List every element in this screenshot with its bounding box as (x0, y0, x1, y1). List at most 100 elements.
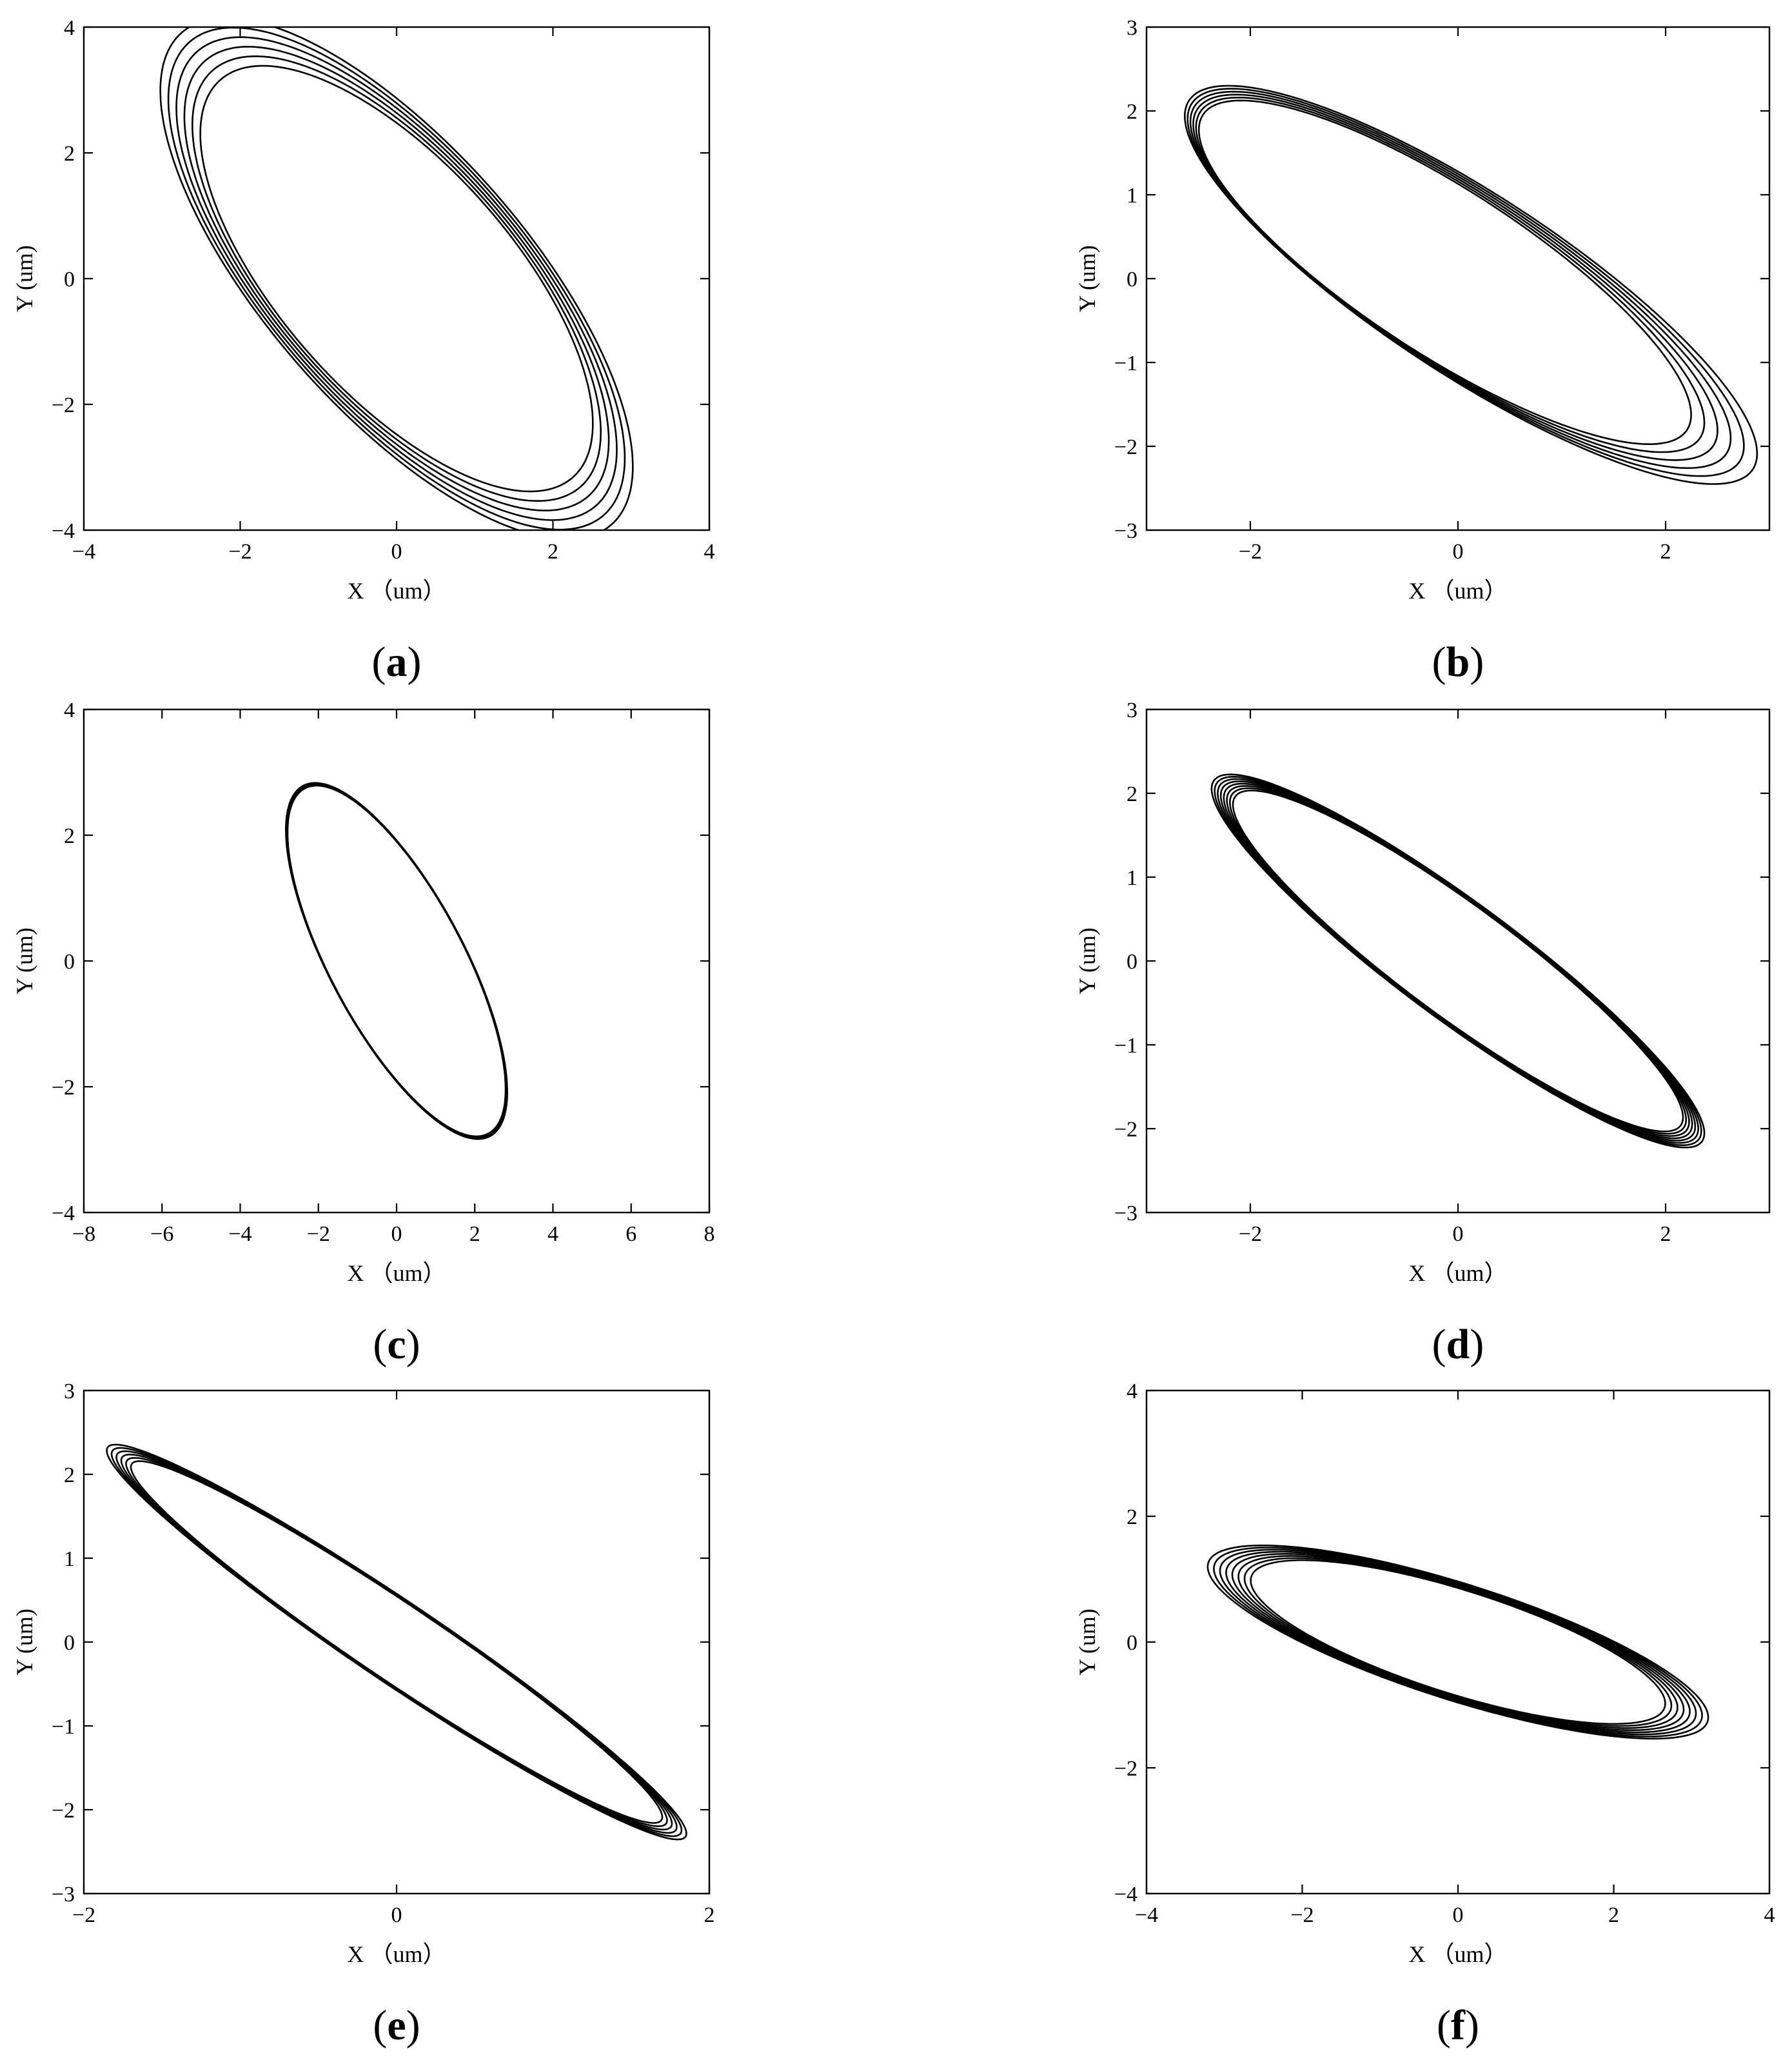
y-tick-label: −3 (52, 1883, 75, 1906)
orbit-line-e-1 (130, 1460, 664, 1824)
orbit-line-b-2 (1195, 97, 1706, 453)
panel-label: (f) (1437, 2002, 1479, 2049)
x-tick-label: 0 (1453, 1222, 1464, 1246)
plot-frame (1145, 1389, 1771, 1895)
orbit-line-f-2 (1243, 1557, 1673, 1727)
y-tick-label: 0 (1127, 950, 1137, 974)
x-tick-label: 4 (1764, 1903, 1775, 1927)
y-tick-label: −3 (1114, 1202, 1137, 1225)
chart-panel-a: −4 −2 0 2 4 −4 −2 0 2 4 X （um） Y (um) (a) (12, 16, 715, 686)
y-axis-label: Y (um) (1074, 1609, 1100, 1676)
x-tick-label: −2 (1239, 540, 1262, 564)
orbit-line-d-2 (1228, 787, 1688, 1135)
x-tick-label: 2 (1608, 1903, 1619, 1927)
y-tick-label: 0 (1127, 1631, 1137, 1655)
y-tick-label: 3 (1127, 16, 1137, 40)
orbit-line-a-6 (159, 27, 634, 530)
x-tick-label: −2 (1239, 1222, 1262, 1246)
orbit-line-f-8 (1206, 1544, 1709, 1740)
x-tick-label: 0 (391, 1222, 402, 1246)
y-tick-label: −1 (52, 1715, 75, 1739)
y-tick-label: −2 (1114, 435, 1137, 459)
y-tick-label: 1 (64, 1547, 75, 1571)
orbit-line-d-3 (1226, 785, 1690, 1137)
panel-label: (e) (373, 2002, 420, 2049)
x-axis-label: X （um） (347, 1941, 446, 1967)
orbit-line-c-1 (286, 784, 507, 1138)
x-axis-label: X （um） (347, 1260, 446, 1286)
x-tick-label: −2 (307, 1222, 330, 1246)
x-tick-label: 4 (547, 1222, 558, 1246)
y-tick-label: −4 (1114, 1883, 1137, 1906)
x-tick-label: −6 (150, 1222, 173, 1246)
orbit-line-e-3 (120, 1454, 673, 1830)
x-tick-label: −2 (228, 540, 251, 564)
chart-panel-f: −4 −2 0 2 4 −4 −2 0 2 4 X （um） Y (um) (f) (1074, 1380, 1775, 2049)
chart-panel-b: −2 0 2 −3 −2 −1 0 1 2 3 X （um） Y (um) (b) (1074, 16, 1771, 686)
x-tick-label: 2 (1660, 540, 1671, 564)
orbit-line-e-5 (110, 1447, 683, 1837)
x-tick-label: 4 (704, 540, 715, 564)
y-tick-label: 3 (1127, 698, 1137, 722)
x-tick-label: 2 (469, 1222, 480, 1246)
y-tick-label: 2 (1127, 100, 1137, 124)
y-tick-label: −2 (1114, 1118, 1137, 1142)
y-tick-label: 0 (64, 268, 75, 292)
plot-frame (1145, 26, 1771, 531)
orbit-line-f-6 (1219, 1549, 1697, 1736)
x-tick-label: −4 (72, 540, 95, 564)
x-tick-label: −8 (72, 1222, 95, 1246)
y-axis-label: Y (um) (1074, 245, 1100, 312)
orbit-line-c-2 (286, 783, 507, 1139)
y-tick-label: −3 (1114, 519, 1137, 543)
panel-label: (b) (1432, 639, 1484, 686)
y-tick-label: 4 (64, 698, 75, 722)
orbit-line-f-7 (1213, 1547, 1703, 1737)
x-tick-label: 0 (391, 1903, 402, 1927)
x-tick-label: −4 (1135, 1903, 1158, 1927)
y-tick-label: 4 (64, 16, 75, 40)
orbit-line-e-6 (106, 1443, 687, 1841)
plot-frame (83, 708, 711, 1214)
orbit-line-f-3 (1237, 1555, 1679, 1729)
y-axis-label: Y (um) (12, 1609, 37, 1676)
orbit-line-e-2 (125, 1457, 668, 1827)
x-tick-label: 0 (391, 540, 402, 564)
x-axis-label: X （um） (1408, 1941, 1507, 1967)
x-tick-label: −2 (72, 1903, 95, 1927)
panel-label: (a) (372, 639, 422, 686)
orbit-line-a-3 (183, 46, 610, 511)
x-tick-label: 0 (1453, 1903, 1464, 1927)
y-tick-label: 3 (64, 1380, 75, 1403)
orbit-line-b-1 (1197, 99, 1692, 446)
y-tick-label: 1 (1127, 866, 1137, 890)
y-tick-label: 2 (64, 824, 75, 848)
orbit-line-f-5 (1225, 1550, 1691, 1734)
orbit-line-b-5 (1186, 88, 1745, 477)
panel-label: (c) (373, 1321, 420, 1368)
y-tick-label: 2 (64, 1463, 75, 1487)
x-tick-label: −2 (1290, 1903, 1314, 1927)
chart-panel-c: −8 −6 −4 −2 0 2 4 6 8 −4 −2 0 2 4 X （um） Y (um) (c) (12, 698, 715, 1368)
x-tick-label: 2 (547, 540, 558, 564)
y-tick-label: 4 (1127, 1380, 1137, 1403)
orbit-line-b-3 (1192, 94, 1718, 461)
x-tick-label: 0 (1453, 540, 1464, 564)
x-tick-label: 2 (704, 1903, 715, 1927)
orbit-line-d-5 (1219, 780, 1697, 1142)
x-tick-label: 8 (704, 1222, 715, 1246)
orbit-line-b-6 (1184, 84, 1758, 485)
y-tick-label: 0 (64, 1631, 75, 1655)
y-tick-label: 1 (1127, 184, 1137, 208)
orbit-line-f-4 (1231, 1553, 1685, 1731)
y-tick-label: −4 (52, 1202, 75, 1225)
orbit-line-d-8 (1210, 773, 1706, 1149)
orbit-line-c-3 (284, 782, 509, 1140)
orbit-line-d-7 (1214, 775, 1702, 1147)
x-tick-label: 6 (625, 1222, 636, 1246)
y-tick-label: −2 (1114, 1757, 1137, 1781)
x-tick-label: 2 (1660, 1222, 1671, 1246)
panel-label: (d) (1432, 1321, 1484, 1368)
x-axis-label: X （um） (347, 578, 446, 604)
